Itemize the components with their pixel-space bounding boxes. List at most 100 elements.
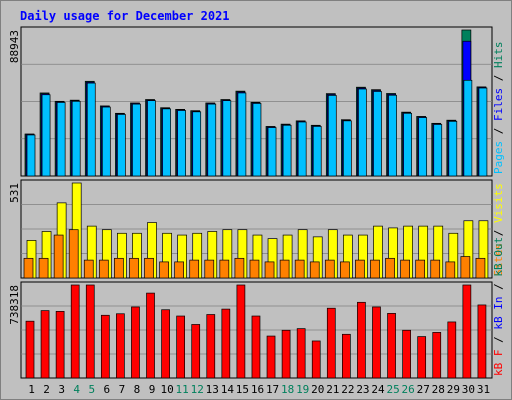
bar-sites-day20 [309, 261, 320, 279]
bar-kbytes-day10 [161, 309, 170, 379]
bar-sites-day7 [114, 257, 124, 279]
bar-kbytes-day25 [387, 313, 396, 379]
bar-sites-day24 [370, 259, 380, 279]
day-label-25: 25 [386, 383, 399, 396]
day-label-24: 24 [371, 383, 385, 396]
bar-pages-day15 [237, 92, 247, 177]
day-label-26: 26 [402, 383, 415, 396]
day-label-7: 7 [119, 383, 126, 396]
bar-sites-day3 [53, 234, 64, 279]
bar-kbytes-day2 [40, 310, 50, 379]
legend-part: / [492, 68, 505, 88]
day-label-1: 1 [28, 383, 35, 396]
bar-sites-day28 [430, 259, 441, 279]
bar-kbytes-day1 [25, 320, 35, 379]
bar-sites-day9 [144, 257, 154, 279]
day-label-14: 14 [221, 383, 235, 396]
day-label-9: 9 [149, 383, 156, 396]
bar-pages-day24 [373, 91, 382, 177]
legend-part: / [492, 277, 505, 297]
bar-sites-day6 [98, 259, 109, 279]
day-label-17: 17 [266, 383, 279, 396]
bar-kbytes-day7 [116, 313, 125, 379]
day-label-29: 29 [447, 383, 460, 396]
max-label-top: 88943 [8, 30, 21, 63]
bar-kbytes-day29 [447, 321, 457, 379]
bar-kbytes-day23 [357, 301, 366, 379]
bar-kbytes-day11 [176, 315, 185, 379]
bar-pages-day27 [418, 117, 428, 177]
chart-title: Daily usage for December 2021 [20, 9, 230, 23]
bar-sites-day11 [174, 261, 184, 279]
day-label-11: 11 [176, 383, 189, 396]
legend-middle: Sites / Visits [492, 183, 505, 276]
bar-kbytes-day21 [326, 307, 336, 379]
bar-kbytes-day12 [191, 324, 201, 379]
legend-part: Sites [492, 243, 505, 276]
bar-sites-day8 [129, 257, 139, 279]
legend-bottom: kB F / kB In / kB Out [492, 237, 505, 376]
max-label-bottom: 738318 [8, 285, 21, 325]
bar-sites-day10 [159, 261, 169, 279]
bar-sites-day5 [83, 259, 94, 279]
bar-kbytes-day16 [251, 315, 261, 379]
day-label-23: 23 [356, 383, 369, 396]
bar-pages-day26 [403, 112, 412, 177]
day-label-3: 3 [58, 383, 65, 396]
bar-kbytes-day22 [342, 333, 351, 379]
legend-part: kB F [492, 350, 505, 377]
legend-part: Pages [492, 141, 505, 174]
bar-pages-day14 [222, 100, 232, 177]
bar-kbytes-day13 [206, 314, 216, 379]
bar-sites-day22 [340, 261, 350, 279]
legend-part: / [492, 121, 505, 141]
bar-kbytes-day8 [131, 306, 140, 379]
bar-sites-day19 [294, 259, 305, 279]
bar-pages-day7 [117, 114, 126, 177]
day-label-22: 22 [341, 383, 354, 396]
day-label-2: 2 [43, 383, 50, 396]
bar-pages-day31 [478, 87, 488, 177]
bar-pages-day22 [343, 120, 352, 177]
bar-kbytes-day24 [372, 306, 381, 379]
bar-kbytes-day18 [281, 329, 291, 379]
bar-kbytes-day30 [462, 284, 472, 379]
legend-part: / [492, 330, 505, 350]
day-label-30: 30 [462, 383, 475, 396]
bar-pages-day13 [207, 103, 217, 177]
bar-pages-day2 [41, 94, 51, 177]
day-label-5: 5 [88, 383, 95, 396]
bar-sites-day12 [189, 259, 200, 279]
bar-pages-day5 [86, 82, 96, 177]
bar-kbytes-day28 [432, 332, 442, 379]
bar-pages-day18 [282, 124, 292, 177]
bar-kbytes-day6 [100, 314, 110, 379]
bar-pages-day11 [177, 110, 186, 177]
bar-pages-day9 [147, 100, 156, 177]
bar-pages-day29 [448, 120, 458, 177]
bar-pages-day19 [297, 121, 307, 177]
bar-pages-day20 [312, 126, 322, 177]
bar-sites-day21 [324, 259, 335, 279]
bar-kbytes-day26 [402, 329, 411, 379]
bar-kbytes-day9 [146, 292, 155, 379]
bar-pages-day30 [463, 79, 473, 177]
max-label-middle: 531 [8, 183, 21, 203]
bar-pages-day3 [56, 102, 66, 177]
bar-kbytes-day15 [236, 284, 246, 379]
day-label-20: 20 [311, 383, 324, 396]
bar-pages-day12 [192, 111, 202, 177]
legend-part: / [492, 223, 505, 243]
day-label-31: 31 [477, 383, 490, 396]
bar-pages-day6 [101, 106, 111, 177]
bar-kbytes-day19 [296, 328, 306, 379]
bar-sites-day29 [445, 261, 456, 279]
bar-sites-day14 [219, 259, 230, 279]
bar-kbytes-day31 [477, 304, 487, 379]
day-label-27: 27 [417, 383, 430, 396]
bar-pages-day16 [252, 103, 262, 177]
legend-part: Visits [492, 183, 505, 223]
bar-pages-day8 [132, 103, 141, 177]
